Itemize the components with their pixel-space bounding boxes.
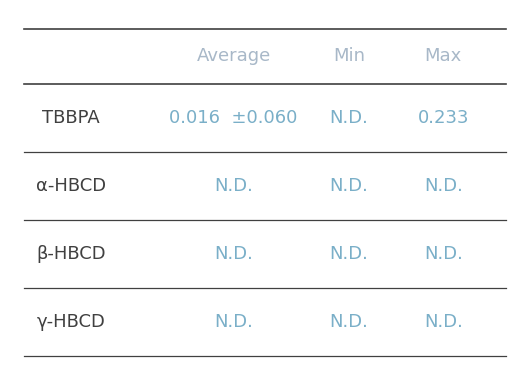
Text: N.D.: N.D. <box>214 177 253 195</box>
Text: N.D.: N.D. <box>330 177 368 195</box>
Text: 0.016  ±0.060: 0.016 ±0.060 <box>170 109 298 127</box>
Text: N.D.: N.D. <box>330 313 368 331</box>
Text: γ-HBCD: γ-HBCD <box>37 313 105 331</box>
Text: α-HBCD: α-HBCD <box>36 177 106 195</box>
Text: N.D.: N.D. <box>330 109 368 127</box>
Text: N.D.: N.D. <box>330 245 368 263</box>
Text: Max: Max <box>425 47 462 65</box>
Text: TBBPA: TBBPA <box>42 109 100 127</box>
Text: N.D.: N.D. <box>424 177 463 195</box>
Text: N.D.: N.D. <box>214 245 253 263</box>
Text: N.D.: N.D. <box>424 313 463 331</box>
Text: N.D.: N.D. <box>424 245 463 263</box>
Text: Min: Min <box>333 47 365 65</box>
Text: 0.233: 0.233 <box>418 109 469 127</box>
Text: β-HBCD: β-HBCD <box>36 245 106 263</box>
Text: N.D.: N.D. <box>214 313 253 331</box>
Text: Average: Average <box>197 47 271 65</box>
